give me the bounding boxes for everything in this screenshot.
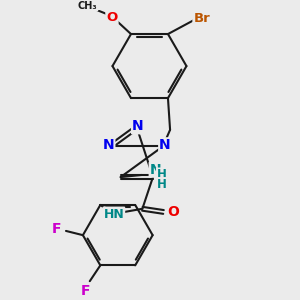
Text: O: O: [106, 11, 118, 24]
Text: Br: Br: [194, 12, 210, 25]
Text: H: H: [157, 178, 167, 191]
Text: N: N: [132, 119, 144, 133]
Text: HN: HN: [103, 208, 124, 220]
Text: F: F: [52, 222, 61, 236]
Text: F: F: [81, 284, 90, 298]
Text: N: N: [159, 138, 171, 152]
Text: N: N: [150, 163, 161, 177]
Text: H: H: [157, 169, 167, 182]
Text: N: N: [103, 138, 114, 152]
Text: CH₃: CH₃: [78, 1, 98, 10]
Text: O: O: [167, 205, 179, 219]
